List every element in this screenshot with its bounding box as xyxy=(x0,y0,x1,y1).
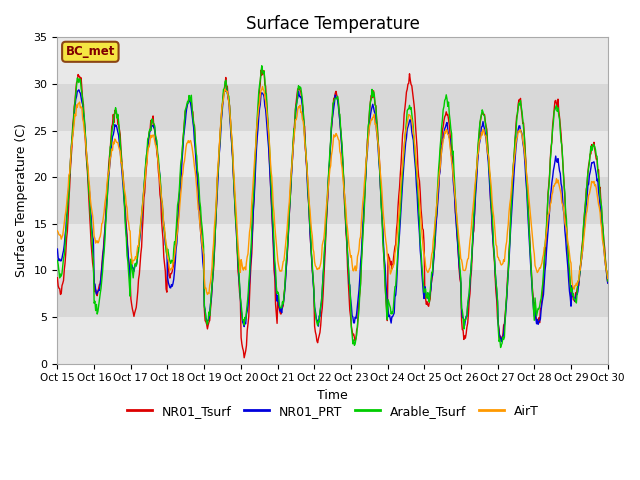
AirT xyxy=(604,276,612,281)
Arable_Tsurf xyxy=(604,278,612,284)
NR01_PRT xyxy=(604,280,612,286)
Bar xyxy=(58,317,608,364)
Arable_Tsurf xyxy=(417,239,424,244)
NR01_PRT xyxy=(417,248,424,253)
Bar xyxy=(58,84,608,131)
NR01_Tsurf xyxy=(205,319,212,325)
NR01_PRT xyxy=(176,188,184,194)
Bar xyxy=(58,270,608,317)
Bar xyxy=(58,177,608,224)
NR01_Tsurf xyxy=(176,186,184,192)
AirT xyxy=(206,282,214,288)
NR01_PRT xyxy=(54,246,61,252)
Line: Arable_Tsurf: Arable_Tsurf xyxy=(58,66,608,348)
Title: Surface Temperature: Surface Temperature xyxy=(246,15,419,33)
NR01_Tsurf xyxy=(241,355,248,360)
Arable_Tsurf xyxy=(497,345,504,350)
AirT xyxy=(176,202,184,207)
Bar xyxy=(58,131,608,177)
Arable_Tsurf xyxy=(54,257,61,263)
AirT xyxy=(417,218,425,224)
NR01_PRT xyxy=(205,316,212,322)
Legend: NR01_Tsurf, NR01_PRT, Arable_Tsurf, AirT: NR01_Tsurf, NR01_PRT, Arable_Tsurf, AirT xyxy=(122,400,543,423)
NR01_PRT xyxy=(497,339,505,345)
Line: AirT: AirT xyxy=(58,86,608,294)
Bar xyxy=(58,224,608,270)
Text: BC_met: BC_met xyxy=(66,45,115,58)
Arable_Tsurf xyxy=(205,309,212,315)
AirT xyxy=(204,291,211,297)
NR01_PRT xyxy=(223,85,230,91)
NR01_PRT xyxy=(63,208,71,214)
Line: NR01_Tsurf: NR01_Tsurf xyxy=(58,70,608,358)
Arable_Tsurf xyxy=(258,63,266,69)
AirT xyxy=(401,135,409,141)
NR01_Tsurf xyxy=(63,228,71,234)
NR01_Tsurf xyxy=(604,280,612,286)
NR01_PRT xyxy=(400,158,408,164)
AirT xyxy=(120,184,128,190)
AirT xyxy=(54,228,61,234)
AirT xyxy=(63,193,71,199)
NR01_Tsurf xyxy=(54,275,61,281)
Arable_Tsurf xyxy=(120,192,128,198)
NR01_PRT xyxy=(120,197,128,203)
NR01_Tsurf xyxy=(417,206,425,212)
Arable_Tsurf xyxy=(400,145,408,151)
Y-axis label: Surface Temperature (C): Surface Temperature (C) xyxy=(15,123,28,277)
Arable_Tsurf xyxy=(63,204,71,210)
Bar xyxy=(58,37,608,84)
NR01_Tsurf xyxy=(257,67,265,73)
Arable_Tsurf xyxy=(176,177,184,183)
NR01_Tsurf xyxy=(401,105,409,111)
NR01_Tsurf xyxy=(120,187,128,193)
AirT xyxy=(259,84,266,89)
Line: NR01_PRT: NR01_PRT xyxy=(58,88,608,342)
X-axis label: Time: Time xyxy=(317,389,348,402)
